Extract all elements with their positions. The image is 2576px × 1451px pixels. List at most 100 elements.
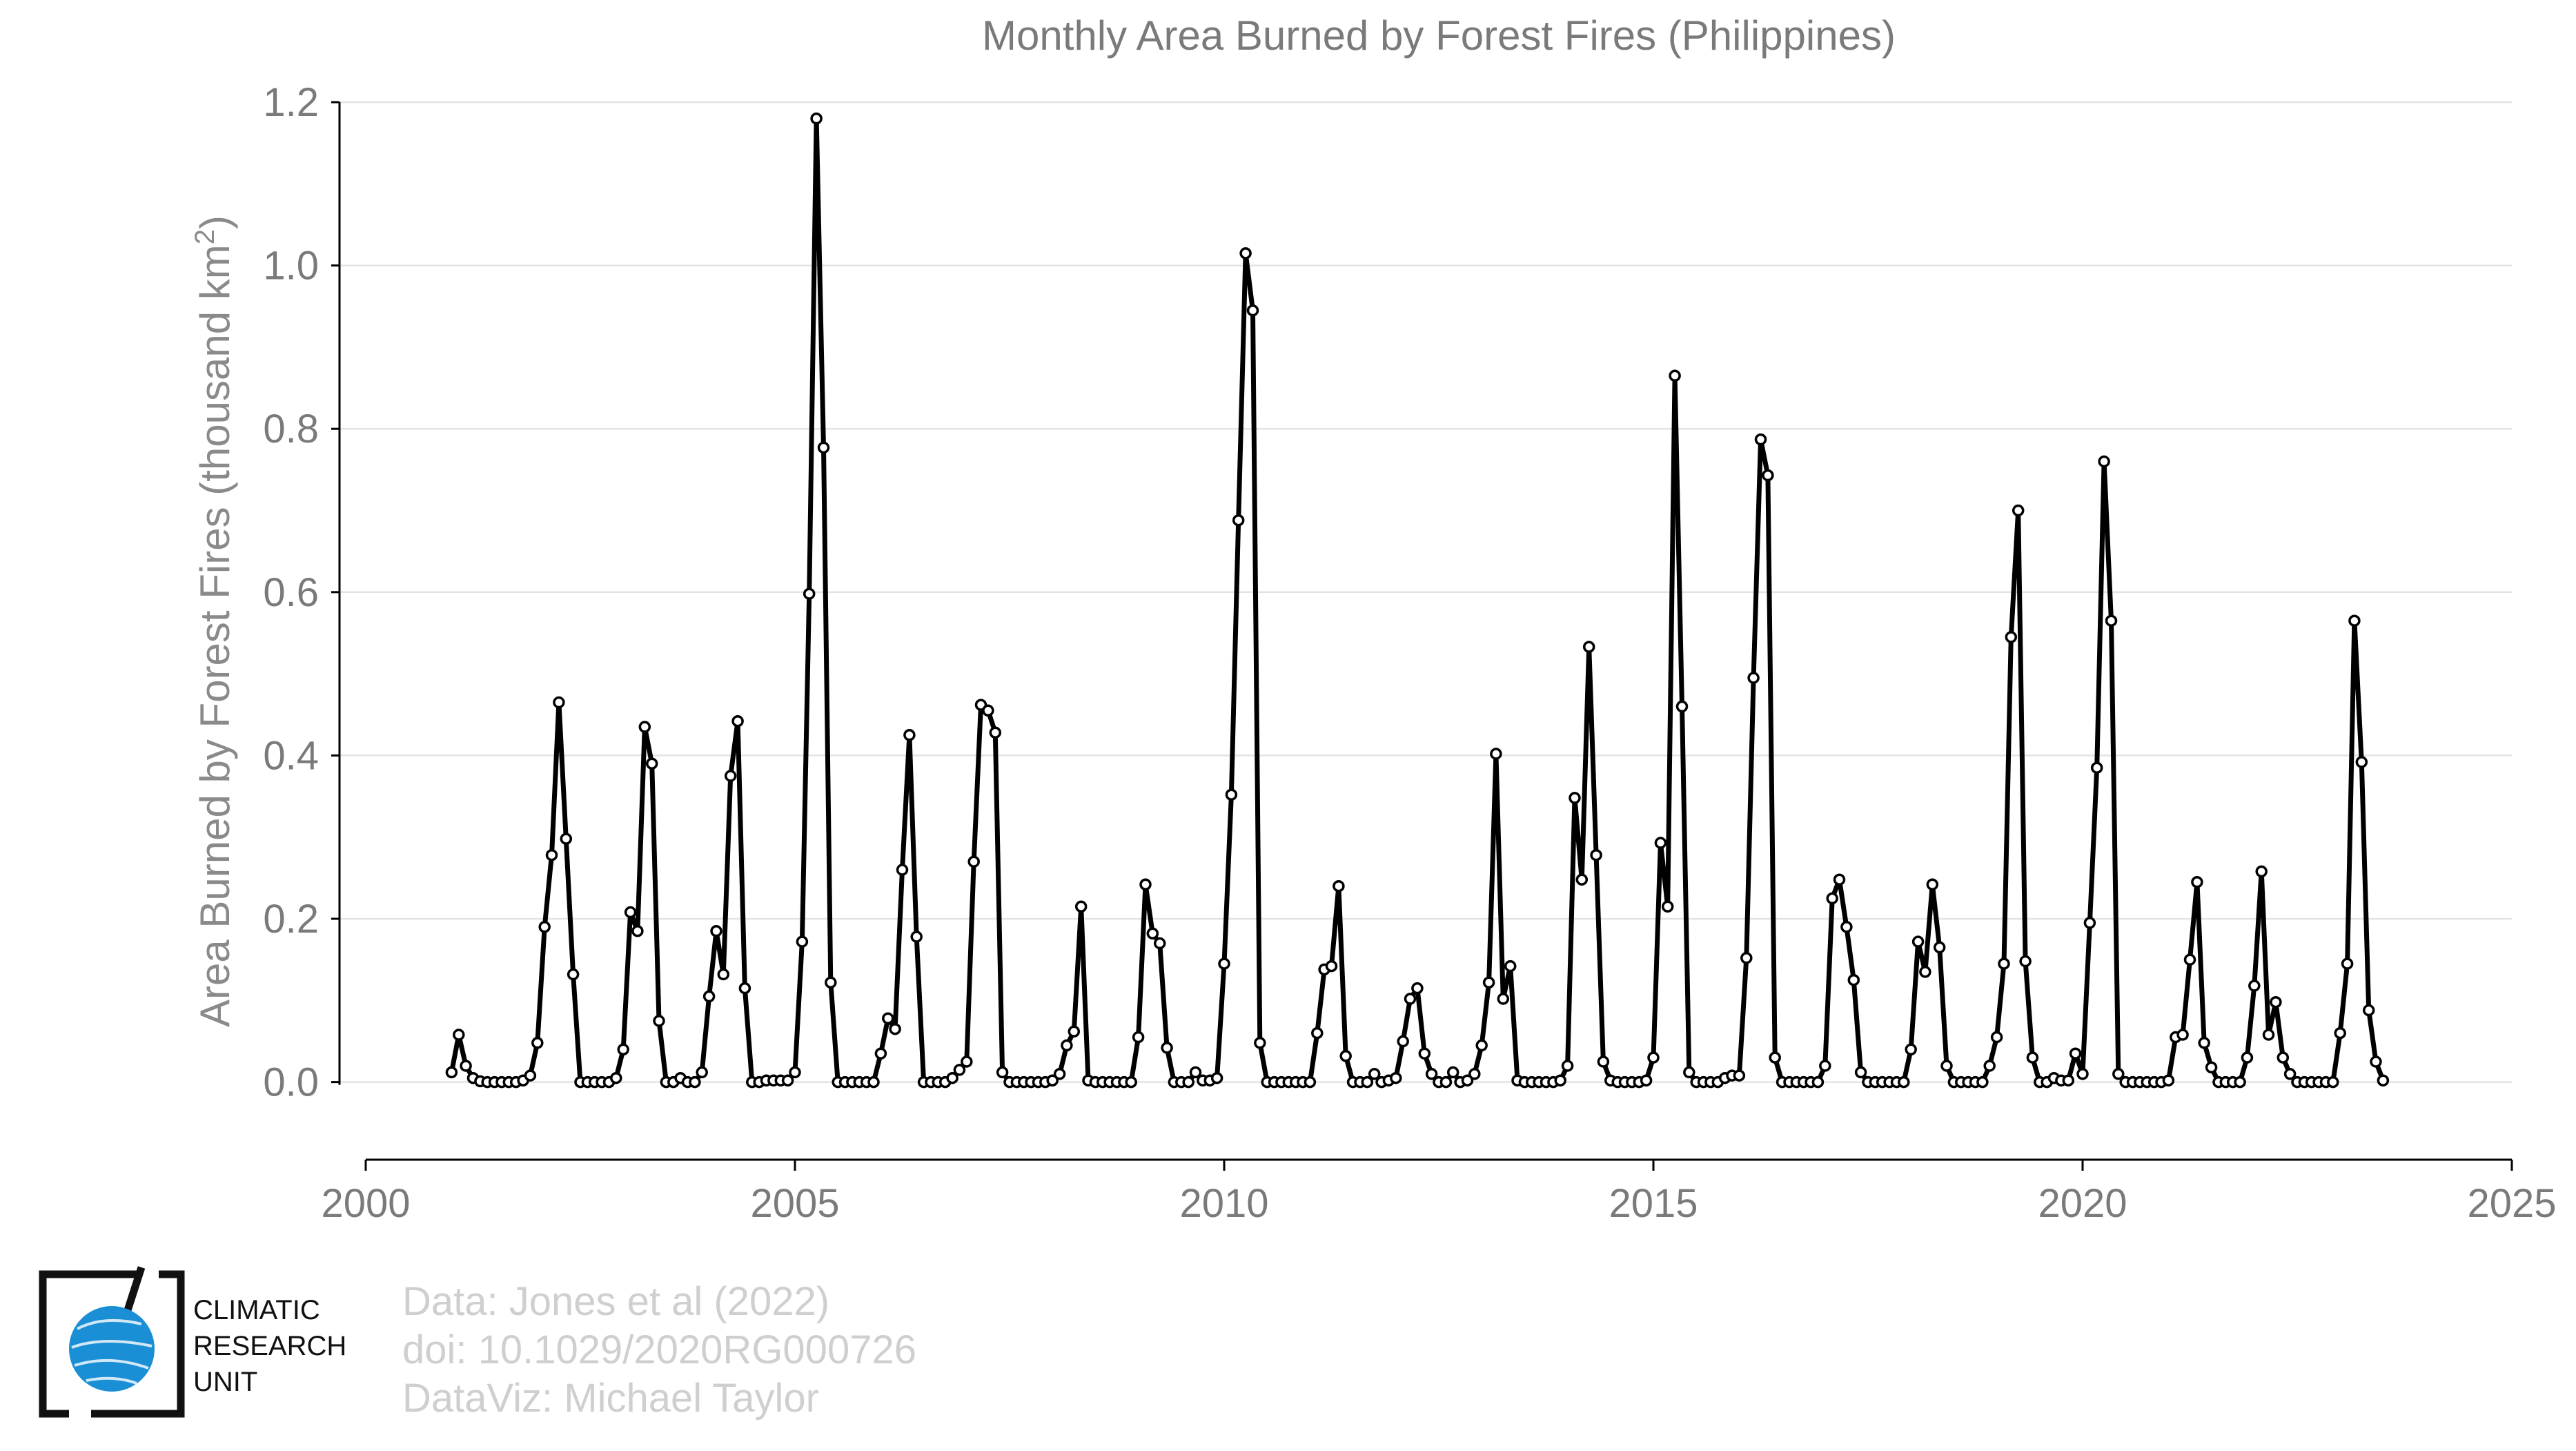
y-tick-labels: 0.0 0.2 0.4 0.6 0.8 1.0 1.2: [263, 80, 319, 1105]
data-point: [1068, 1025, 1081, 1038]
data-point: [1762, 469, 1774, 482]
data-point: [717, 968, 730, 981]
data-point: [453, 1029, 465, 1041]
data-point: [2090, 761, 2103, 774]
data-point: [1911, 935, 1925, 948]
y-tick-label: 1.0: [263, 244, 319, 289]
data-point: [1439, 1075, 1453, 1089]
globe-icon: [69, 1306, 155, 1392]
data-point: [1189, 1066, 1202, 1079]
data-point: [1976, 1075, 1989, 1089]
data-point: [1425, 1068, 1438, 1080]
data-point: [531, 1037, 544, 1049]
data-point: [2248, 980, 2261, 992]
y-tick-label: 0.0: [263, 1060, 319, 1105]
data-point: [1153, 937, 1166, 950]
x-tick-label: 2010: [1179, 1181, 1268, 1226]
data-point: [1561, 1060, 1574, 1072]
data-point: [989, 726, 1002, 739]
y-tick-label: 1.2: [263, 80, 319, 125]
data-point: [1575, 873, 1589, 886]
data-point: [1139, 878, 1152, 891]
data-point: [1404, 993, 1417, 1005]
gridlines: [331, 101, 2512, 1084]
data-point: [2270, 995, 2282, 1009]
data-point: [1582, 641, 1595, 653]
logo-line-1: CLIMATIC: [193, 1295, 320, 1325]
data-point: [903, 729, 916, 741]
data-point: [545, 848, 558, 861]
data-point: [1504, 960, 1517, 973]
data-point: [1811, 1075, 1825, 1089]
data-point: [638, 721, 651, 733]
data-point: [1647, 1051, 1660, 1064]
data-point: [1661, 900, 1674, 913]
x-tick-label: 2020: [2038, 1181, 2127, 1226]
data-point: [1940, 1060, 1953, 1072]
data-point: [1333, 879, 1345, 893]
data-point: [1046, 1074, 1059, 1087]
x-tick-label: 2015: [1609, 1181, 1698, 1226]
data-point: [1569, 792, 1581, 804]
data-point: [1990, 1031, 2003, 1044]
data-point: [1926, 878, 1939, 891]
data-point: [910, 931, 923, 943]
data-point: [710, 925, 722, 937]
data-point: [2162, 1074, 2175, 1087]
data-point: [889, 1022, 901, 1035]
data-point: [1475, 1039, 1488, 1052]
data-point: [1597, 1055, 1610, 1068]
x-tick-label: 2005: [750, 1181, 839, 1226]
data-point: [953, 1064, 966, 1076]
data-point: [1840, 921, 1853, 933]
data-point: [1146, 927, 1159, 940]
data-point: [2262, 1029, 2275, 1041]
y-tick-label: 0.8: [263, 407, 319, 451]
data-point: [2026, 1051, 2039, 1064]
data-point: [2183, 953, 2196, 966]
data-point: [645, 757, 658, 770]
data-point: [2377, 1074, 2390, 1087]
data-points: [445, 112, 2390, 1089]
data-point: [567, 968, 580, 981]
data-point: [2098, 455, 2110, 468]
data-point: [731, 714, 744, 728]
data-point: [738, 982, 751, 995]
chart-title: Monthly Area Burned by Forest Fires (Phi…: [982, 12, 1896, 59]
data-point: [1769, 1051, 1781, 1064]
y-axis-label-superscript: 2: [190, 229, 220, 244]
data-point: [1368, 1068, 1381, 1080]
data-point: [867, 1075, 880, 1089]
data-point: [2019, 955, 2032, 968]
data-point: [1747, 672, 1760, 684]
data-point: [696, 1066, 708, 1079]
data-point: [524, 1069, 537, 1082]
data-point: [1397, 1035, 1409, 1048]
data-point: [882, 1012, 894, 1025]
data-point: [2105, 614, 2118, 627]
data-point: [1132, 1031, 1145, 1044]
data-point: [1669, 369, 1681, 382]
data-point: [2191, 876, 2203, 888]
data-point: [1361, 1075, 1374, 1089]
cru-logo: CLIMATIC RESEARCH UNIT: [39, 1266, 346, 1418]
logo-line-3: UNIT: [193, 1367, 257, 1397]
x-tick-labels: 2000 2005 2010 2015 2020 2025: [321, 1160, 2557, 1226]
data-point: [1254, 1037, 1266, 1049]
data-point: [1210, 1071, 1223, 1084]
data-point: [1125, 1075, 1137, 1089]
data-point: [653, 1015, 665, 1027]
data-point: [781, 1074, 794, 1087]
data-point: [1905, 1043, 1917, 1056]
x-tick-label: 2000: [321, 1181, 410, 1226]
data-point: [2334, 1026, 2346, 1040]
data-point: [610, 1071, 622, 1084]
data-point: [1683, 1066, 1695, 1079]
data-point: [1418, 1047, 1431, 1060]
data-point: [2277, 1051, 2290, 1064]
data-point: [789, 1066, 801, 1079]
data-point: [1640, 1074, 1653, 1087]
data-point: [1074, 900, 1088, 913]
data-point: [1998, 957, 2010, 970]
data-point: [896, 864, 909, 876]
